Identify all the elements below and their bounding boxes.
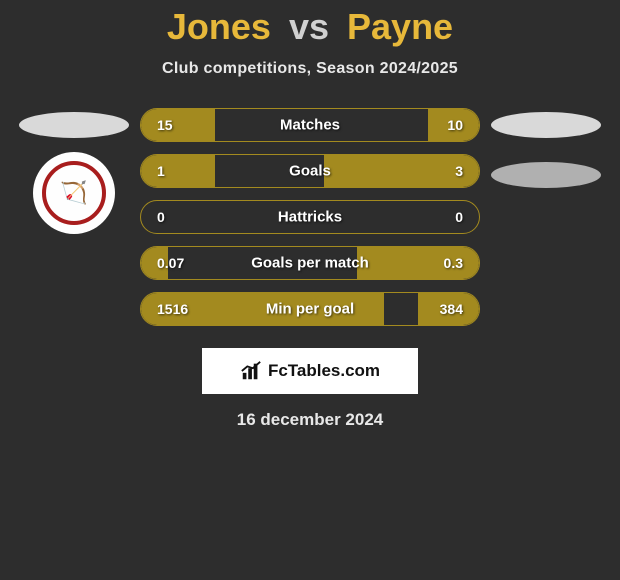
stat-value-right: 0.3 xyxy=(444,255,463,271)
left-side: 🏹 xyxy=(0,108,140,326)
stat-row: 15 10 Matches xyxy=(140,108,480,142)
date-text: 16 december 2024 xyxy=(0,410,620,430)
brand-badge: FcTables.com xyxy=(202,348,418,394)
title-vs: vs xyxy=(289,6,329,47)
subtitle: Club competitions, Season 2024/2025 xyxy=(0,60,620,78)
player1-name-placeholder xyxy=(19,112,129,138)
title-player1: Jones xyxy=(167,6,271,47)
stat-label: Goals xyxy=(289,163,331,180)
stat-value-left: 1 xyxy=(157,163,165,179)
chart-icon xyxy=(240,360,262,382)
stats-bars: 15 10 Matches 1 3 Goals 0 0 Hattricks 0.07 0.3 Goal… xyxy=(140,108,480,326)
stat-row: 0 0 Hattricks xyxy=(140,200,480,234)
archer-icon: 🏹 xyxy=(42,161,106,225)
stat-value-left: 15 xyxy=(157,117,173,133)
stat-value-left: 0.07 xyxy=(157,255,184,271)
player2-club-placeholder xyxy=(491,162,601,188)
stat-value-right: 10 xyxy=(447,117,463,133)
stat-value-right: 3 xyxy=(455,163,463,179)
page-title: Jones vs Payne xyxy=(0,0,620,48)
stat-value-right: 384 xyxy=(440,301,463,317)
main-content: 🏹 15 10 Matches 1 3 Goals 0 0 Hattricks 0.07 0.3 Go… xyxy=(0,108,620,326)
stat-label: Matches xyxy=(280,117,340,134)
bar-fill-left xyxy=(141,155,215,187)
brand-text: FcTables.com xyxy=(268,361,380,381)
title-player2: Payne xyxy=(347,6,453,47)
stat-value-left: 1516 xyxy=(157,301,188,317)
stat-label: Goals per match xyxy=(251,255,369,272)
stat-label: Hattricks xyxy=(278,209,342,226)
right-side xyxy=(480,108,620,326)
stat-row: 0.07 0.3 Goals per match xyxy=(140,246,480,280)
player1-club-badge: 🏹 xyxy=(33,152,115,234)
bar-fill-left xyxy=(141,109,215,141)
stat-value-right: 0 xyxy=(455,209,463,225)
player2-name-placeholder xyxy=(491,112,601,138)
stat-value-left: 0 xyxy=(157,209,165,225)
stat-row: 1516 384 Min per goal xyxy=(140,292,480,326)
stat-label: Min per goal xyxy=(266,301,354,318)
stat-row: 1 3 Goals xyxy=(140,154,480,188)
